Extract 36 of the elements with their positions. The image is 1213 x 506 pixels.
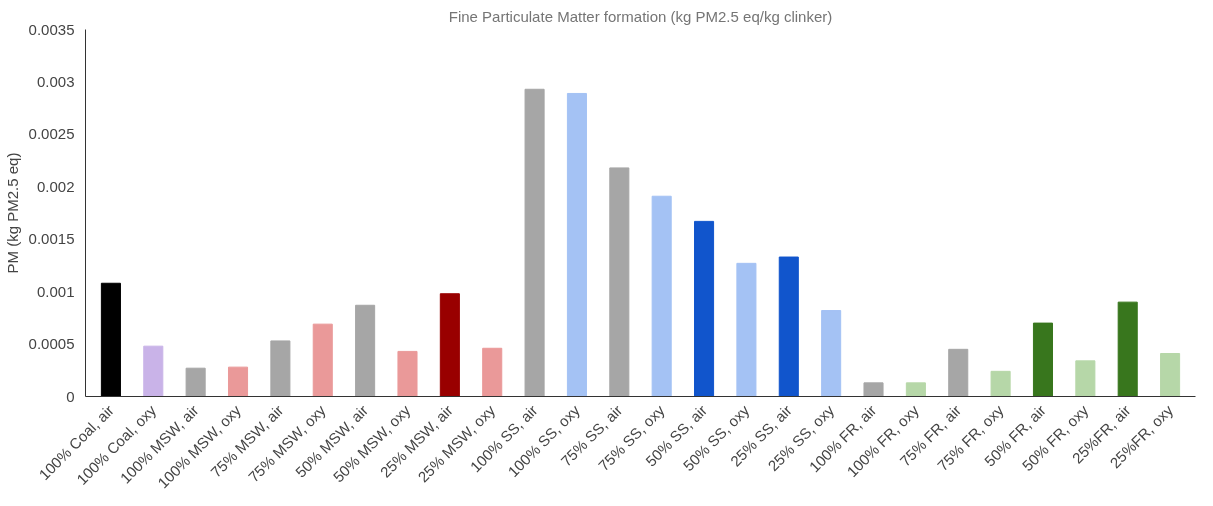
y-tick-label: 0.0025: [28, 125, 75, 143]
bar: [524, 88, 545, 397]
y-axis-title: PM (kg PM2.5 eq): [3, 152, 21, 274]
bar: [863, 382, 884, 397]
y-tick-label: 0.0015: [28, 230, 75, 248]
bar: [990, 370, 1011, 397]
bar: [355, 304, 376, 397]
bar: [270, 340, 291, 397]
bar: [482, 347, 503, 397]
bar: [100, 282, 121, 397]
bar: [778, 256, 799, 397]
bar: [651, 195, 672, 397]
bar: [143, 345, 164, 397]
y-tick-label: 0.001: [36, 282, 75, 300]
bar: [312, 323, 333, 397]
y-tick-label: 0: [66, 387, 75, 405]
bar: [1032, 322, 1054, 397]
bar: [736, 262, 757, 397]
bar: [185, 367, 206, 397]
bar: [566, 92, 587, 397]
bar: [948, 348, 969, 397]
y-tick-label: 0.003: [36, 72, 75, 90]
bar: [1075, 360, 1096, 397]
bar: [821, 310, 842, 397]
bar: [1160, 353, 1181, 397]
bar: [227, 366, 249, 397]
chart-title: Fine Particulate Matter formation (kg PM2.5 eq/kg clinker): [448, 7, 833, 25]
bar: [694, 220, 715, 397]
y-tick-label: 0.002: [36, 177, 75, 195]
y-tick-label: 0.0005: [28, 335, 75, 353]
y-tick-label: 0.0035: [28, 20, 75, 38]
bar: [439, 293, 460, 397]
bar: [905, 382, 926, 397]
bar: [609, 167, 630, 397]
bar: [1117, 301, 1138, 397]
bar: [397, 350, 418, 397]
